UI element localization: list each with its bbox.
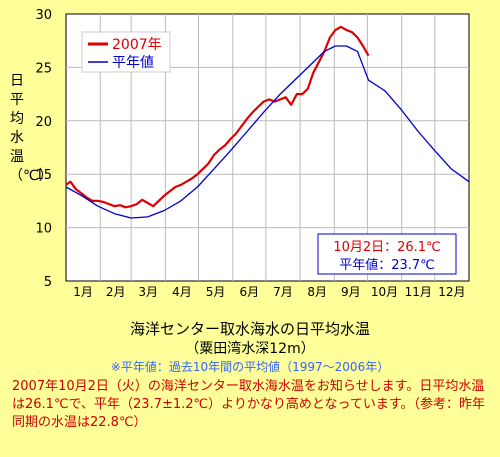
- x-tick-label: 8月: [307, 285, 327, 299]
- annotation-normal-value: 平年値：23.7℃: [339, 257, 435, 273]
- x-tick-label: 6月: [239, 285, 259, 299]
- value-annotation: 10月2日：26.1℃ 平年値：23.7℃: [317, 233, 457, 275]
- legend-label-normal: 平年値: [112, 55, 154, 71]
- y-tick-label: 20: [35, 115, 52, 130]
- x-tick-label: 10月: [371, 285, 398, 299]
- x-tick-label: 9月: [341, 285, 361, 299]
- x-tick-label: 3月: [138, 285, 158, 299]
- series-line-2007: [65, 25, 370, 209]
- legend-label-2007: 2007年: [112, 37, 162, 53]
- x-tick-label: 11月: [405, 285, 432, 299]
- annotation-box: [317, 233, 457, 275]
- y-tick-label: 30: [35, 8, 52, 23]
- chart-subtitle: （粟田湾水深12m）: [185, 341, 315, 357]
- description-text: 2007年10月2日（火）の海洋センター取水海水温をお知らせします。日平均水温は…: [12, 379, 486, 430]
- legend: 2007年 平年値: [81, 31, 171, 73]
- x-tick-label: 4月: [172, 285, 192, 299]
- y-axis-label: 日平均水温（℃）: [9, 73, 53, 184]
- annotation-date-value: 10月2日：26.1℃: [333, 240, 440, 255]
- x-tick-label: 1月: [73, 285, 93, 299]
- x-tick-label: 2月: [106, 285, 126, 299]
- x-tick-label: 5月: [206, 285, 226, 299]
- y-tick-label: 15: [35, 168, 52, 183]
- x-tick-label: 7月: [273, 285, 293, 299]
- normal-value-note: ※平年値：過去10年間の平均値（1997～2006年）: [110, 360, 390, 374]
- legend-box: [81, 31, 171, 73]
- chart-title: 海洋センター取水海水の日平均水温: [129, 320, 370, 338]
- y-tick-label: 10: [35, 222, 52, 237]
- y-tick-label: 25: [35, 61, 52, 76]
- series-line-normal: [65, 45, 470, 219]
- y-tick-label: 5: [44, 275, 52, 290]
- x-tick-label: 12月: [438, 285, 465, 299]
